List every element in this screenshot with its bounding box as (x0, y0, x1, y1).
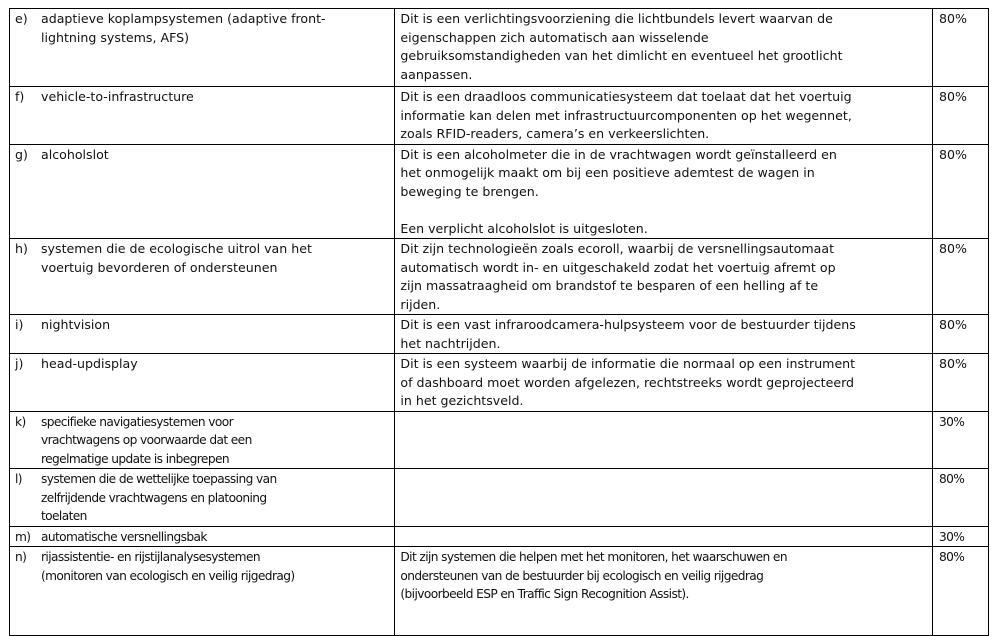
system-name-cell: k) specifieke navigatiesystemen voor vrac… (8, 410, 396, 469)
description-cell: Dit is een systeem waarbij de informatie… (394, 353, 933, 412)
table-row: m) automatische versnellingsbak 30% (8, 525, 990, 547)
table-row: f) vehicle-to-infrastructure Dit is een d… (8, 86, 990, 145)
description-cell (394, 468, 933, 527)
percentage-cell: 80% (931, 314, 990, 354)
system-name: systemen die de ecologische uitrol van h… (41, 241, 312, 275)
percentage-cell: 30% (931, 525, 990, 547)
table-row: k) specifieke navigatiesystemen voor vrac… (8, 410, 990, 469)
system-name-cell: e) adaptieve koplampsystemen (adaptive fr… (8, 8, 396, 87)
description-cell: Dit is een verlichtingsvoorziening die l… (394, 8, 933, 87)
system-name-cell: h) systemen die de ecologische uitrol van… (8, 238, 396, 315)
item-label: f) (15, 89, 25, 104)
system-name: head-updisplay (41, 356, 138, 371)
item-label: m) (15, 529, 31, 544)
percentage-cell: 80% (931, 86, 990, 145)
table-row: i) nightvision Dit is een vast infraroodc… (8, 314, 990, 354)
system-name: rijassistentie- en rijstijlanalysesystem… (41, 550, 295, 583)
item-label: g) (15, 146, 28, 162)
description-cell: Dit is een draadloos communicatiesysteem… (394, 86, 933, 145)
item-label: n) (15, 550, 27, 564)
system-name: vehicle-to-infrastructure (41, 89, 194, 104)
description-cell: Dit zijn technologieën zoals ecoroll, wa… (394, 238, 933, 315)
system-name-cell: i) nightvision (8, 314, 396, 354)
system-name: automatische versnellingsbak (41, 529, 207, 544)
system-name: alcoholslot (41, 146, 109, 162)
item-label: l) (15, 472, 23, 486)
description-cell (394, 410, 933, 469)
percentage-cell: 80% (931, 468, 990, 527)
percentage-cell: 80% (931, 238, 990, 315)
description-cell: Dit zijn systemen die helpen met het mon… (394, 546, 933, 636)
item-label: h) (15, 241, 28, 256)
percentage-cell: 80% (931, 353, 990, 412)
item-label: k) (15, 414, 26, 429)
percentage-cell: 80% (931, 546, 990, 636)
table-row: j) head-updisplay Dit is een systeem waar… (8, 353, 990, 412)
system-name-cell: g) alcoholslot (8, 143, 396, 239)
systems-table: e) adaptieve koplampsystemen (adaptive fr… (8, 8, 990, 636)
system-name-cell: n) rijassistentie- en rijstijlanalysesyst… (8, 546, 396, 636)
system-name-cell: j) head-updisplay (8, 353, 396, 412)
percentage-cell: 80% (931, 8, 990, 87)
table-row: n) rijassistentie- en rijstijlanalysesyst… (8, 546, 990, 636)
item-label: j) (15, 356, 24, 371)
item-label: i) (15, 317, 24, 332)
system-name: adaptieve koplampsystemen (adaptive fron… (41, 11, 326, 45)
description-cell: Dit is een alcoholmeter die in de vracht… (394, 143, 933, 239)
system-name: specifieke navigatiesystemen voor vracht… (41, 414, 252, 466)
system-name-cell: l) systemen die de wettelijke toepassing … (8, 468, 396, 527)
system-name-cell: m) automatische versnellingsbak (8, 525, 396, 547)
percentage-cell: 80% (931, 143, 990, 239)
system-name: nightvision (41, 317, 111, 332)
table-row: l) systemen die de wettelijke toepassing … (8, 468, 990, 527)
system-name: systemen die de wettelijke toepassing va… (41, 472, 277, 523)
table-row: e) adaptieve koplampsystemen (adaptive fr… (8, 8, 990, 87)
description-cell (394, 525, 933, 547)
description-cell: Dit is een vast infraroodcamera-hulpsyst… (394, 314, 933, 354)
table-row: g) alcoholslot Dit is een alcoholmeter di… (8, 143, 990, 239)
item-label: e) (15, 11, 28, 26)
table-row: h) systemen die de ecologische uitrol van… (8, 238, 990, 315)
system-name-cell: f) vehicle-to-infrastructure (8, 86, 396, 145)
percentage-cell: 30% (931, 410, 990, 469)
